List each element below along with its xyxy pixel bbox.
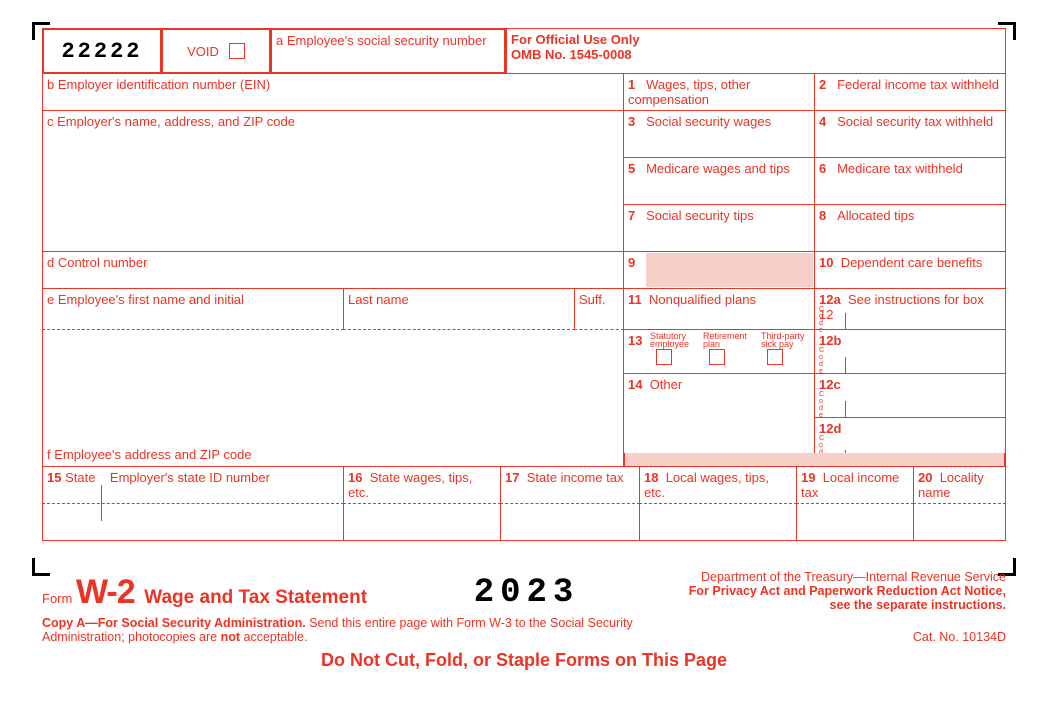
box-9: 9 [623,251,815,289]
box-5[interactable]: 5 Medicare wages and tips [623,157,815,205]
do-not-cut: Do Not Cut, Fold, or Staple Forms on Thi… [42,650,1006,671]
box-20[interactable]: 20 Locality name [913,466,1006,504]
box-12a[interactable]: 12a See instructions for box 12 C o d e [814,288,1006,330]
box-e-suff[interactable]: Suff. [574,288,624,330]
box-8[interactable]: 8 Allocated tips [814,204,1006,252]
box-6[interactable]: 6 Medicare tax withheld [814,157,1006,205]
box-2[interactable]: 2 Federal income tax withheld [814,73,1006,111]
footer: Form W-2 Wage and Tax Statement 2023 Dep… [42,570,1006,671]
box-13-ret-chk[interactable] [709,349,725,365]
box-17[interactable]: 17 State income tax [500,466,640,504]
omb-label: OMB No. 1545-0008 [511,47,1001,62]
void-checkbox[interactable] [229,43,245,59]
box-b-ein[interactable]: b Employer identification number (EIN) [42,73,624,111]
box-17-row2[interactable] [500,503,640,541]
pink-strip [624,453,1005,467]
box-15-row2[interactable] [42,503,344,541]
box-a-ssn[interactable]: a Employee's social security number [270,28,506,74]
box-16[interactable]: 16 State wages, tips, etc. [343,466,501,504]
official-use: For Official Use Only OMB No. 1545-0008 [505,28,1006,74]
form-title: Wage and Tax Statement [144,587,367,608]
box-13-tp-label: Third-partysick pay [761,332,805,348]
box-18-row2[interactable] [639,503,797,541]
box-13: 13 Statutoryemployee Retirementplan Thir… [623,329,815,374]
box-d-control[interactable]: d Control number [42,251,624,289]
box-f-address[interactable]: f Employee's address and ZIP code [42,329,624,467]
box-13-ret-label: Retirementplan [703,332,747,348]
box-e-last[interactable]: Last name [343,288,575,330]
void-label: VOID [187,44,219,59]
box-c-employer[interactable]: c Employer's name, address, and ZIP code [42,110,624,252]
box-12b[interactable]: 12b C o d e [814,329,1006,374]
box-12c[interactable]: 12c C o d e [814,373,1006,418]
box-10[interactable]: 10 Dependent care benefits [814,251,1006,289]
box-16-row2[interactable] [343,503,501,541]
box-13-stat-chk[interactable] [656,349,672,365]
box-e-first[interactable]: e Employee's first name and initial [42,288,344,330]
box-3[interactable]: 3 Social security wages [623,110,815,158]
box-19-row2[interactable] [796,503,914,541]
control-code: 22222 [61,39,142,64]
privacy-line: For Privacy Act and Paperwork Reduction … [686,584,1006,612]
tax-year: 2023 [474,574,580,612]
box-4[interactable]: 4 Social security tax withheld [814,110,1006,158]
void-box[interactable]: VOID [161,28,271,74]
box-15[interactable]: 15 State Employer's state ID number [42,466,344,504]
cat-no: Cat. No. 10134D [913,630,1006,644]
box-13-tp-chk[interactable] [767,349,783,365]
box-7[interactable]: 7 Social security tips [623,204,815,252]
control-code-box: 22222 [42,28,162,74]
dept-line: Department of the Treasury—Internal Reve… [686,570,1006,584]
box-1[interactable]: 1 1 Wages, tips, other compensationWages… [623,73,815,111]
box-11[interactable]: 11 Nonqualified plans [623,288,815,330]
box-a-label: a Employee's social security number [276,33,487,48]
box-13-stat-label: Statutoryemployee [650,332,689,348]
box-20-row2[interactable] [913,503,1006,541]
official-label: For Official Use Only [511,32,1001,47]
form-code: W-2 [76,573,135,611]
box-18[interactable]: 18 Local wages, tips, etc. [639,466,797,504]
copy-a-line: Copy A—For Social Security Administratio… [42,616,672,644]
box-19[interactable]: 19 Local income tax [796,466,914,504]
form-word: Form [42,591,72,606]
